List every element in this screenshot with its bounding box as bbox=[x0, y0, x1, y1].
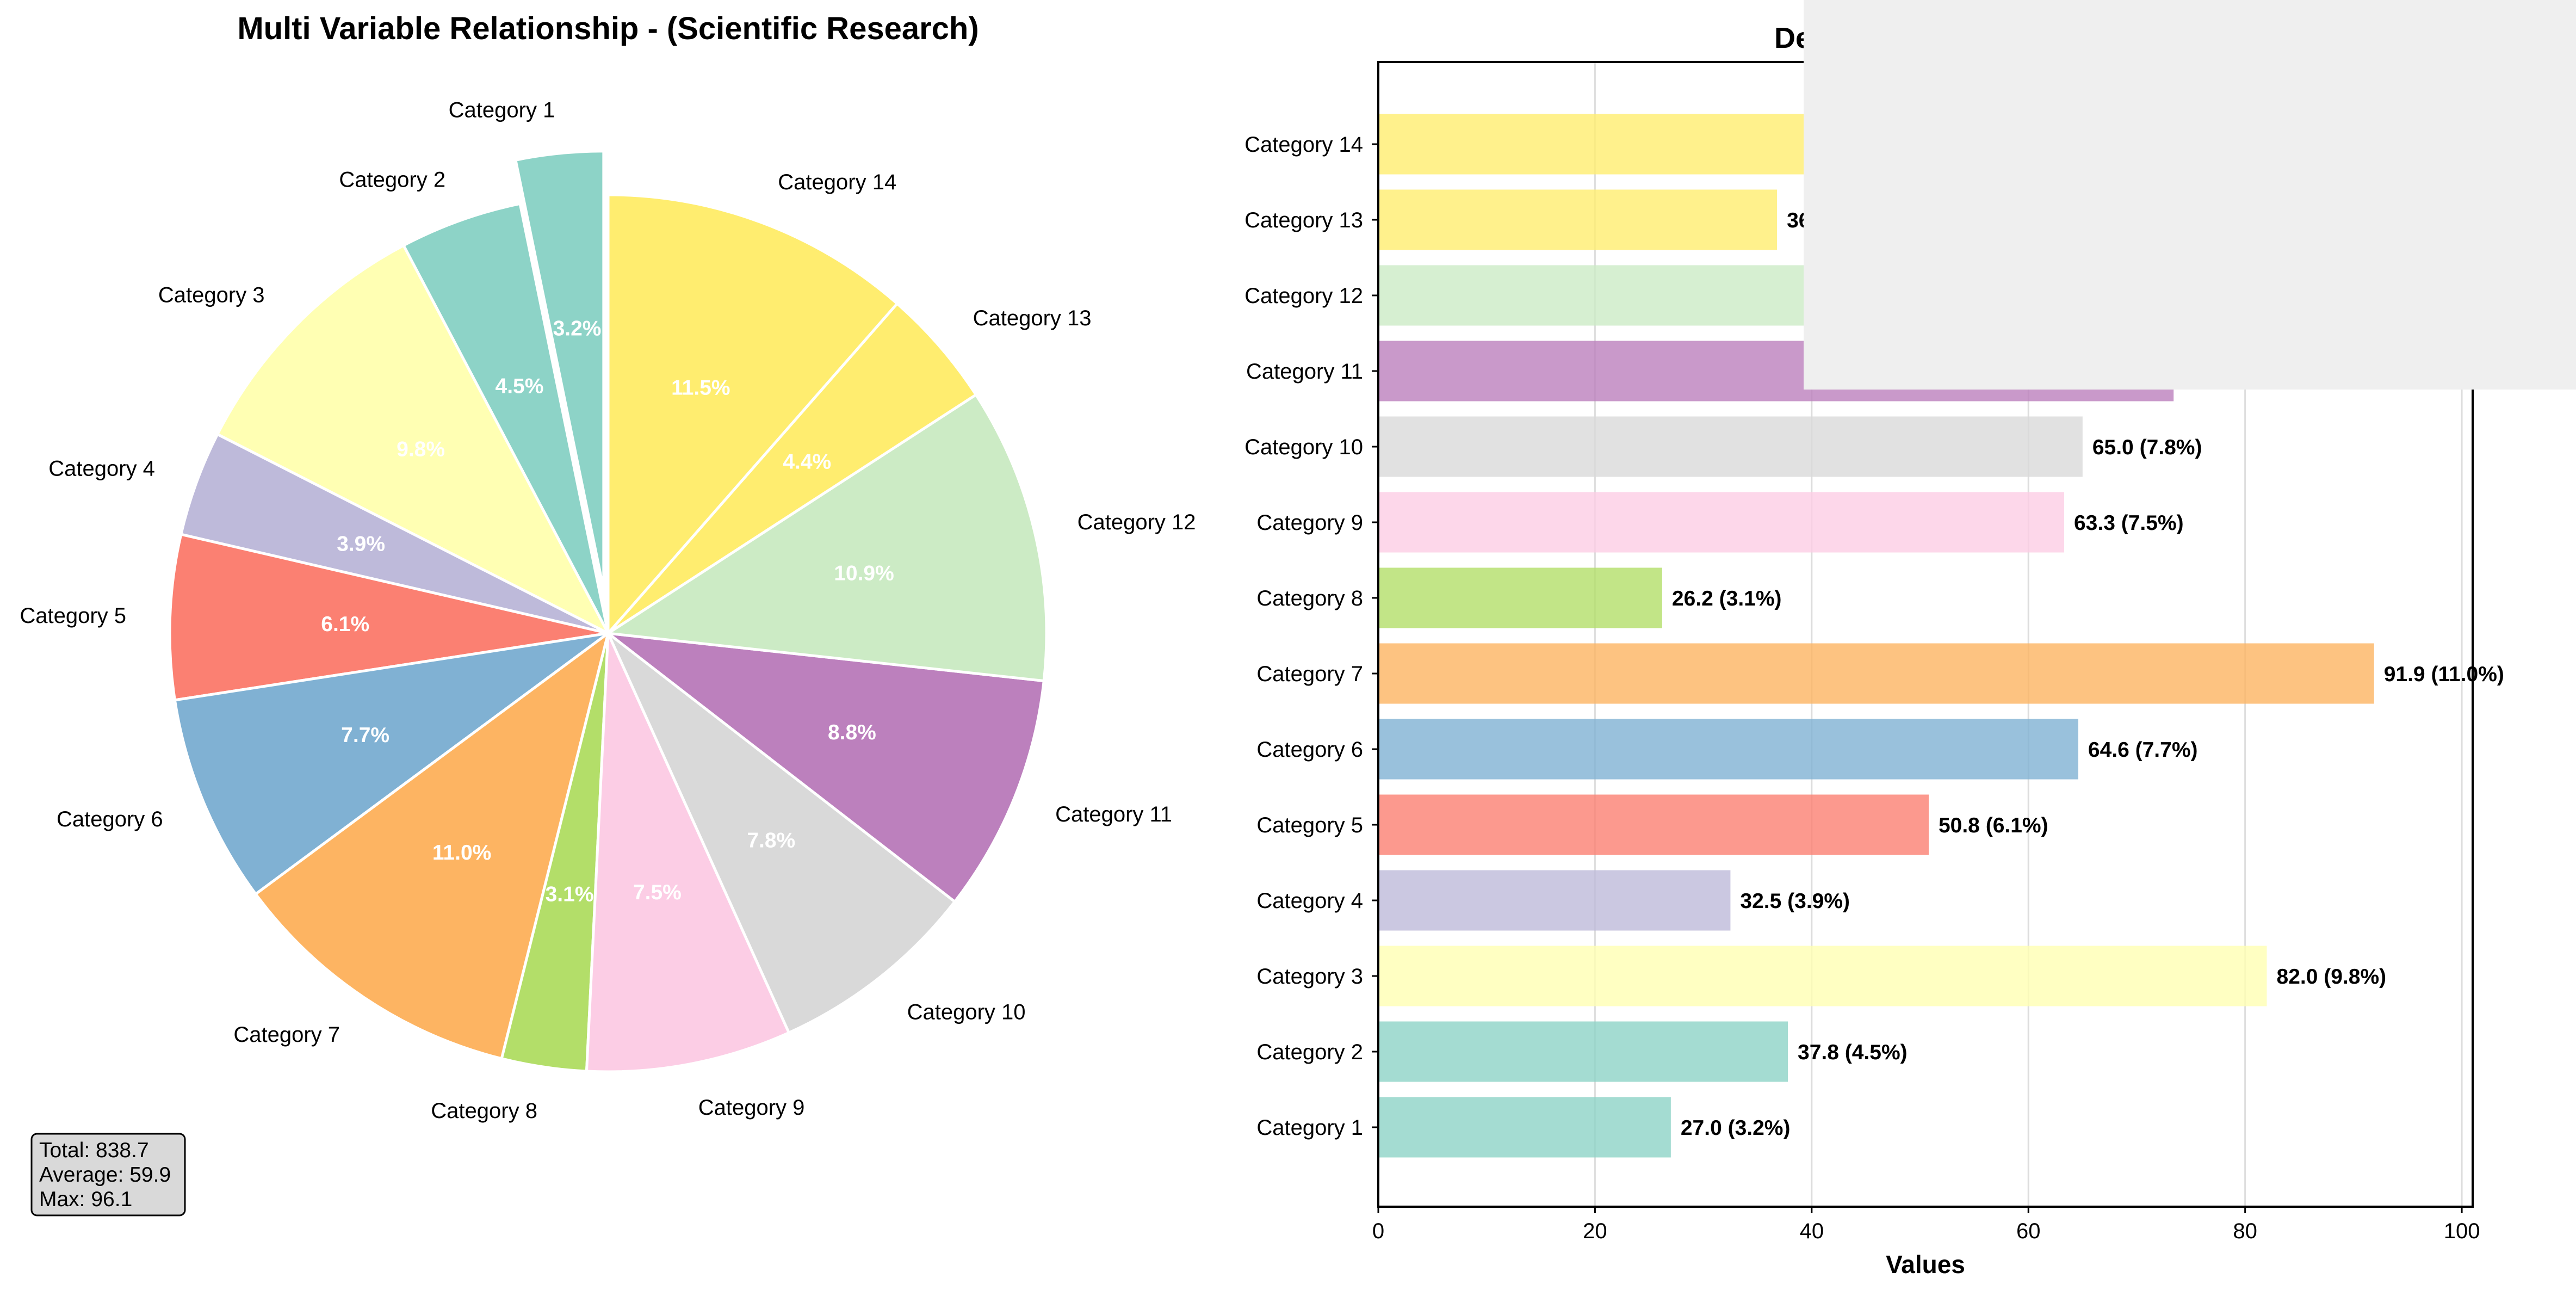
pie-slice bbox=[603, 631, 1045, 904]
x-tick-label: 0 bbox=[1372, 1219, 1384, 1243]
y-tick-label: Category 1 bbox=[1256, 1116, 1363, 1140]
pie-category-labels: Category 1 Category 2 Category 3 Category 4… bbox=[20, 98, 1196, 1123]
pie-slice bbox=[215, 243, 611, 637]
bar bbox=[1378, 1097, 1671, 1158]
pie-category-label: Category 6 bbox=[57, 807, 163, 831]
bar-x-axis-label: Values bbox=[1886, 1250, 1965, 1279]
pie-slice bbox=[513, 150, 605, 590]
pie-percent-labels: 3.2% 4.5% 9.8% 3.9% 6.1% 7.7% 11.0% 3.1% 7.5% 7.8… bbox=[321, 317, 894, 906]
pie-slice bbox=[606, 632, 957, 1035]
bar-value-label: 82.0 (9.8%) bbox=[2277, 965, 2387, 989]
bar-value-label: 63.3 (7.5%) bbox=[2074, 511, 2184, 535]
x-tick-label: 100 bbox=[2444, 1219, 2480, 1243]
pie-category-label: Category 4 bbox=[48, 457, 155, 481]
pie-percent-label: 6.1% bbox=[321, 613, 369, 636]
bar-value-label: 37.8 (4.5%) bbox=[1798, 1041, 1908, 1064]
pie-category-label: Category 10 bbox=[907, 1000, 1026, 1024]
stats-average: Average: 59.9 bbox=[39, 1163, 171, 1187]
pie-category-label: Category 9 bbox=[698, 1096, 805, 1120]
pie-slice bbox=[401, 202, 610, 634]
bar-value-label: 64.6 (7.7%) bbox=[2088, 738, 2198, 762]
y-tick-label: Category 10 bbox=[1244, 435, 1363, 459]
y-tick-label: Category 11 bbox=[1246, 360, 1363, 384]
x-tick-label: 40 bbox=[1800, 1219, 1824, 1243]
pie-category-label: Category 7 bbox=[233, 1023, 340, 1047]
bar-value-label: 27.0 (3.2%) bbox=[1681, 1116, 1791, 1140]
bar bbox=[1378, 1021, 1788, 1082]
pie-slice bbox=[253, 629, 611, 1060]
y-tick-label: Category 6 bbox=[1256, 738, 1363, 762]
pie-category-label: Category 13 bbox=[973, 306, 1092, 330]
pie-percent-label: 9.8% bbox=[397, 438, 445, 461]
pie-percent-label: 7.5% bbox=[633, 881, 682, 904]
pie-percent-label: 3.9% bbox=[337, 532, 385, 555]
pie-percent-label: 11.5% bbox=[671, 376, 730, 399]
bar-value-label: 26.2 (3.1%) bbox=[1672, 587, 1782, 610]
x-tick-label: 20 bbox=[1583, 1219, 1607, 1243]
pie-category-label: Category 14 bbox=[778, 170, 896, 194]
stats-max: Max: 96.1 bbox=[39, 1188, 132, 1211]
bar-category-labels: Category 1 Category 2 Category 3 Category 4… bbox=[1244, 133, 1378, 1140]
bar-value-label: 32.5 (3.9%) bbox=[1740, 890, 1850, 913]
bar bbox=[1378, 189, 1778, 250]
pie-percent-label: 8.8% bbox=[828, 721, 876, 744]
pie-category-label: Category 2 bbox=[339, 168, 445, 192]
bar bbox=[1378, 114, 1806, 175]
pie-slice bbox=[604, 393, 1048, 683]
pie-category-label: Category 12 bbox=[1078, 510, 1196, 534]
pie-category-label: Category 8 bbox=[431, 1099, 537, 1123]
y-tick-label: Category 14 bbox=[1244, 133, 1363, 157]
bars bbox=[1378, 114, 2374, 1158]
pie-percent-label: 3.1% bbox=[546, 882, 594, 906]
stats-total: Total: 838.7 bbox=[39, 1139, 149, 1162]
pie-percent-label: 7.8% bbox=[747, 829, 795, 852]
pie-category-label: Category 5 bbox=[20, 604, 126, 628]
bar bbox=[1378, 946, 2267, 1006]
pie-percent-label: 4.5% bbox=[496, 375, 544, 398]
pie-category-label: Category 3 bbox=[158, 283, 265, 307]
pie-percent-label: 3.2% bbox=[553, 317, 602, 341]
pie-category-label: Category 11 bbox=[1055, 802, 1172, 826]
y-tick-label: Category 4 bbox=[1256, 889, 1363, 913]
pie-chart: Multi Variable Relationship - (Scientifi… bbox=[20, 11, 1196, 1216]
bar bbox=[1378, 265, 1806, 326]
pie-percent-label: 10.9% bbox=[834, 561, 894, 585]
pie-percent-label: 4.4% bbox=[783, 450, 831, 474]
bar-x-ticks: 0 20 40 60 80 100 bbox=[1372, 1207, 2480, 1243]
bar bbox=[1378, 794, 1929, 855]
pie-slice bbox=[607, 301, 978, 635]
pie-slices bbox=[168, 150, 1048, 1073]
pie-slice bbox=[179, 432, 609, 635]
stats-box: Total: 838.7 Average: 59.9 Max: 96.1 bbox=[30, 1133, 186, 1216]
bar bbox=[1378, 719, 2078, 780]
pie-category-label: Category 1 bbox=[449, 98, 555, 122]
y-tick-label: Category 2 bbox=[1256, 1040, 1363, 1064]
y-tick-label: Category 13 bbox=[1244, 208, 1363, 232]
pie-percent-label: 11.0% bbox=[432, 841, 491, 864]
y-tick-label: Category 3 bbox=[1256, 965, 1363, 989]
bar bbox=[1378, 492, 2064, 553]
y-tick-label: Category 8 bbox=[1256, 586, 1363, 610]
x-tick-label: 60 bbox=[2016, 1219, 2041, 1243]
y-tick-label: Category 5 bbox=[1256, 813, 1363, 837]
bar bbox=[1378, 870, 1731, 931]
pie-slice bbox=[173, 632, 609, 896]
bar-value-label: 50.8 (6.1%) bbox=[1939, 814, 2048, 837]
pie-slice bbox=[606, 193, 899, 637]
y-tick-label: Category 7 bbox=[1256, 662, 1363, 686]
pie-percent-label: 7.7% bbox=[341, 724, 389, 747]
pie-chart-title: Multi Variable Relationship - (Scientifi… bbox=[237, 11, 979, 46]
bar-value-label: 91.9 (11.0%) bbox=[2384, 663, 2504, 686]
bar bbox=[1378, 643, 2374, 704]
y-tick-label: Category 12 bbox=[1244, 284, 1363, 308]
overlay-panel bbox=[1804, 0, 2576, 390]
bar bbox=[1378, 416, 2083, 477]
pie-slice bbox=[168, 533, 609, 702]
bar-value-label: 65.0 (7.8%) bbox=[2092, 436, 2202, 459]
pie-slice bbox=[585, 632, 791, 1073]
bar bbox=[1378, 567, 1662, 628]
y-tick-label: Category 9 bbox=[1256, 511, 1363, 535]
x-tick-label: 80 bbox=[2233, 1219, 2257, 1243]
